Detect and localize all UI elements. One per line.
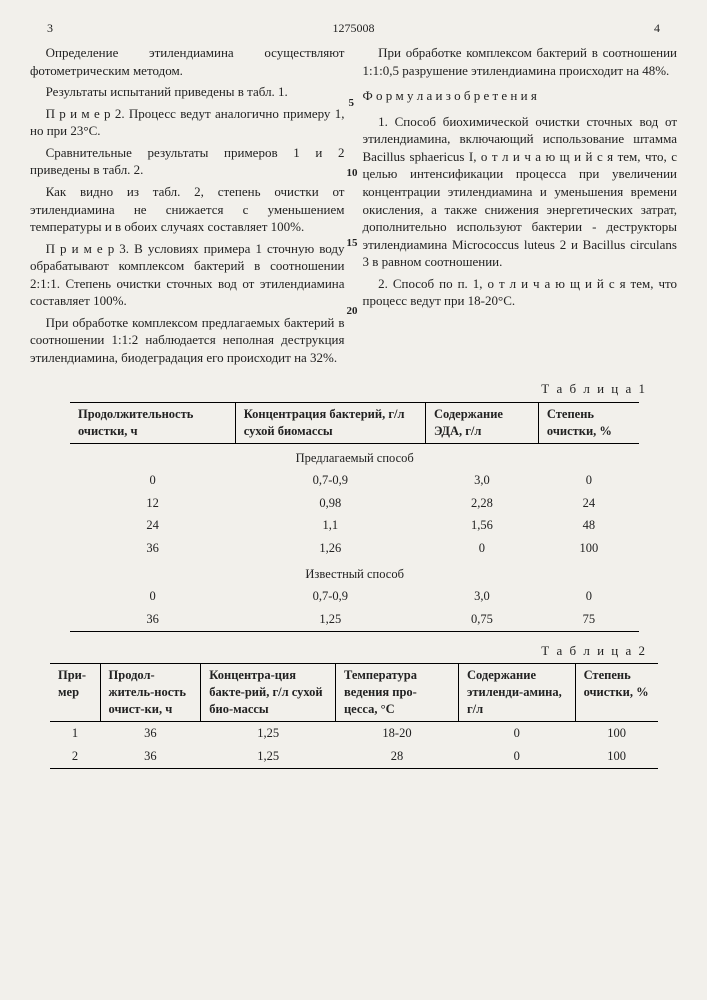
t1-h2: Содержание ЭДА, г/л (425, 403, 538, 444)
right-p2: 1. Способ биохимической очистки сточных … (363, 113, 678, 271)
left-p6: П р и м е р 3. В условиях примера 1 сточ… (30, 240, 345, 310)
right-column: 5 10 15 20 При обработке комплексом бакт… (363, 44, 678, 370)
line-10: 10 (347, 166, 358, 181)
t2-h2: Концентра-ция бакте-рий, г/л сухой био-м… (201, 664, 336, 722)
left-column: Определение этилендиамина осуществляют ф… (30, 44, 345, 370)
table2-label: Т а б л и ц а 2 (30, 642, 647, 660)
table2: При-мер Продол-житель-ность очист-ки, ч … (50, 663, 658, 768)
left-p1: Определение этилендиамина осуществляют ф… (30, 44, 345, 79)
table-row: 00,7-0,93,00 (70, 469, 639, 492)
line-15: 15 (347, 236, 358, 251)
table-row: 361,250,7575 (70, 608, 639, 631)
formula-title: Ф о р м у л а и з о б р е т е н и я (363, 87, 678, 105)
page-header: 3 1275008 4 (30, 20, 677, 36)
t2-h0: При-мер (50, 664, 100, 722)
t1-section1: Предлагаемый способ (70, 443, 639, 468)
patent-number: 1275008 (70, 20, 637, 36)
table2-header-row: При-мер Продол-житель-ность очист-ки, ч … (50, 664, 658, 722)
left-p2: Результаты испытаний приведены в табл. 1… (30, 83, 345, 101)
table1: Продолжительность очистки, ч Концентраци… (70, 402, 639, 632)
page-num-right: 4 (637, 20, 677, 36)
table-row: 361,260100 (70, 537, 639, 560)
table-row: 00,7-0,93,00 (70, 585, 639, 608)
table-row: 2361,25280100 (50, 745, 658, 768)
table1-header-row: Продолжительность очистки, ч Концентраци… (70, 403, 639, 444)
left-p4: Сравнительные результаты примеров 1 и 2 … (30, 144, 345, 179)
page-num-left: 3 (30, 20, 70, 36)
right-p3: 2. Способ по п. 1, о т л и ч а ю щ и й с… (363, 275, 678, 310)
text-columns: Определение этилендиамина осуществляют ф… (30, 44, 677, 370)
t1-h0: Продолжительность очистки, ч (70, 403, 235, 444)
t1-section2: Известный способ (70, 560, 639, 585)
t1-h3: Степень очистки, % (538, 403, 639, 444)
t1-h1: Концентрация бактерий, г/л сухой биомасс… (235, 403, 425, 444)
t2-h3: Температура ведения про-цесса, °С (335, 664, 458, 722)
t2-h4: Содержание этиленди-амина, г/л (459, 664, 576, 722)
table-row: 120,982,2824 (70, 492, 639, 515)
line-5: 5 (349, 96, 355, 111)
t2-h1: Продол-житель-ность очист-ки, ч (100, 664, 201, 722)
table-row: 241,11,5648 (70, 514, 639, 537)
line-20: 20 (347, 304, 358, 319)
table1-label: Т а б л и ц а 1 (30, 380, 647, 398)
table-row: 1361,2518-200100 (50, 721, 658, 744)
t2-h5: Степень очистки, % (575, 664, 658, 722)
left-p5: Как видно из табл. 2, степень очистки от… (30, 183, 345, 236)
left-p3: П р и м е р 2. Процесс ведут аналогично … (30, 105, 345, 140)
right-p1: При обработке комплексом бактерий в соот… (363, 44, 678, 79)
left-p7: При обработке комплексом предлагаемых ба… (30, 314, 345, 367)
